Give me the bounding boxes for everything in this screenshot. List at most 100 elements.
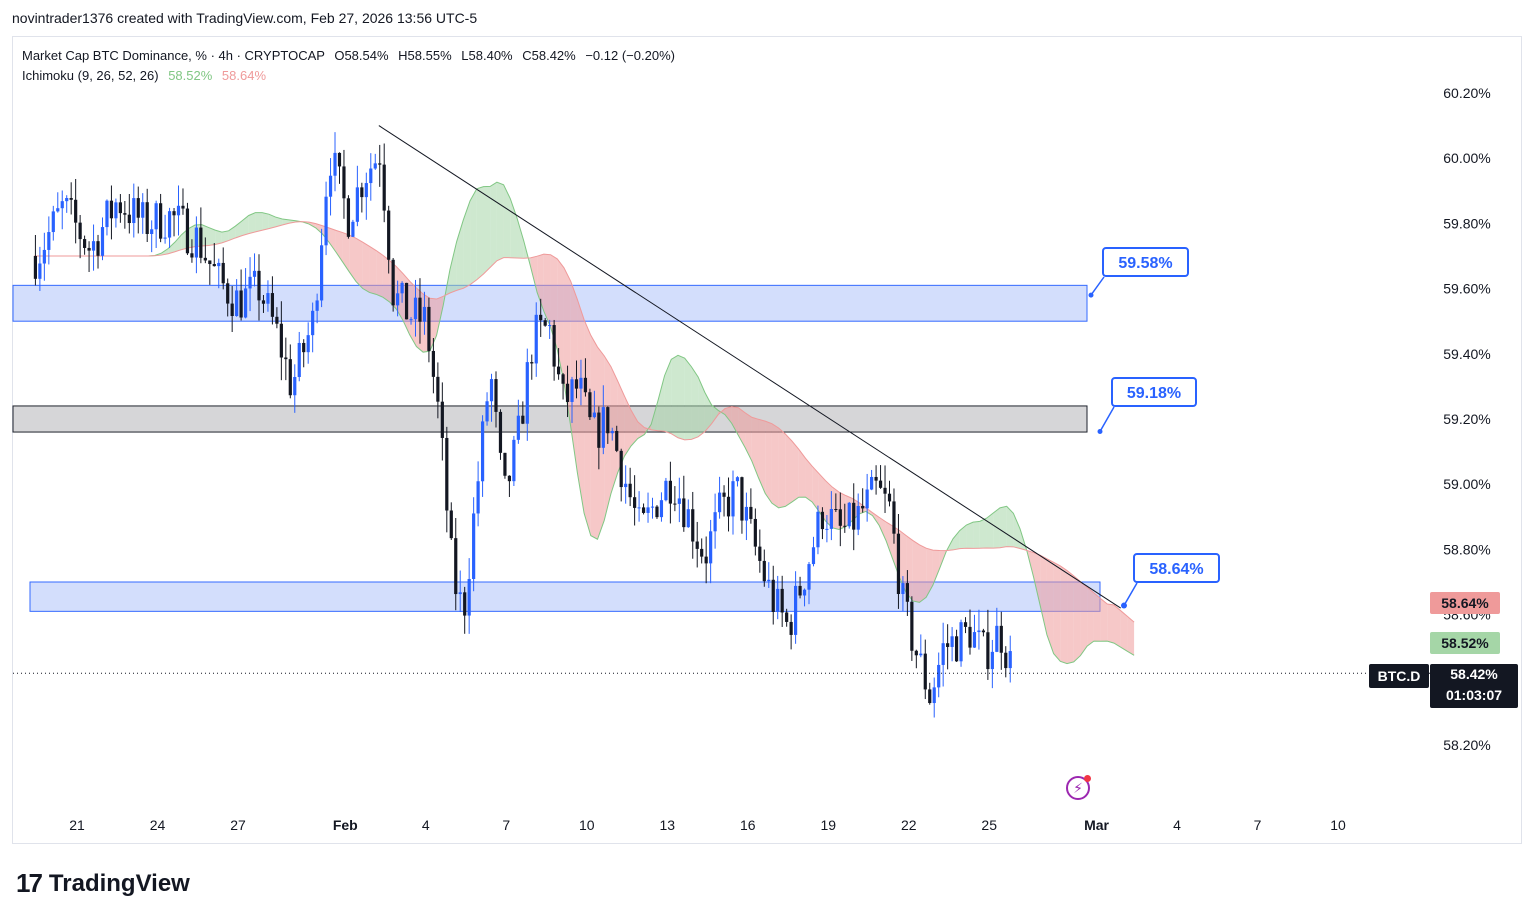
cloud-bearish-segment	[1033, 552, 1041, 606]
candle-bearish	[449, 510, 453, 539]
callout-upper-zone[interactable]: 59.58%	[1102, 247, 1189, 277]
candle-bullish	[570, 379, 574, 402]
candle-bullish	[709, 531, 713, 564]
candle-bearish	[923, 653, 927, 690]
candle-bearish	[185, 208, 190, 254]
candle-bearish	[159, 203, 163, 239]
candle-bullish	[266, 293, 270, 304]
cloud-bullish-segment	[208, 227, 216, 246]
cloud-bearish-segment	[926, 548, 933, 598]
cloud-bearish-segment	[899, 530, 907, 593]
candle-bearish	[753, 518, 757, 547]
legend-title: Market Cap BTC Dominance, % · 4h · CRYPT…	[22, 48, 325, 63]
candle-bullish	[489, 379, 494, 402]
candle-bearish	[145, 202, 149, 234]
candle-bearish	[668, 480, 672, 504]
candle-bullish	[856, 505, 860, 530]
cloud-bearish-segment	[731, 406, 739, 436]
candle-bullish	[744, 506, 749, 521]
candle-bullish	[467, 578, 471, 616]
candle-bearish	[261, 300, 266, 304]
candle-bullish	[480, 421, 485, 482]
cloud-bearish-segment	[1053, 562, 1061, 662]
candle-bearish	[861, 505, 865, 509]
candle-bearish	[136, 198, 140, 218]
candle-bullish	[194, 227, 198, 258]
candle-bullish	[990, 651, 994, 670]
candle-bearish	[780, 588, 784, 613]
candle-bullish	[65, 198, 69, 202]
candle-bullish	[400, 282, 404, 294]
candle-bearish	[615, 430, 619, 451]
candle-bullish	[355, 187, 359, 222]
candle-bearish	[418, 297, 422, 322]
candle-bearish	[74, 199, 78, 223]
candle-bearish	[798, 585, 802, 596]
legend-open: O58.54%	[334, 48, 389, 63]
cloud-bullish-segment	[496, 182, 504, 261]
candle-bearish	[914, 650, 918, 656]
candle-bearish	[673, 503, 677, 505]
chart-frame[interactable]	[12, 36, 1522, 844]
cloud-bearish-segment	[362, 242, 370, 293]
cloud-bullish-segment	[657, 375, 665, 432]
candle-bullish	[167, 211, 172, 238]
candle-bullish	[163, 237, 167, 239]
candle-bullish	[369, 168, 373, 184]
alert-bolt-icon[interactable]: ⚡	[1066, 775, 1091, 800]
cloud-bearish-segment	[818, 473, 826, 522]
legend-change: −0.12 (−0.20%)	[585, 48, 675, 63]
candle-bullish	[650, 506, 655, 508]
cloud-bullish-segment	[168, 242, 175, 254]
x-tick-label: 22	[901, 817, 917, 833]
candle-bullish	[677, 498, 681, 504]
cloud-bearish-segment	[617, 380, 625, 473]
symbol-badge: BTC.D	[1369, 664, 1429, 688]
callout-lower-zone[interactable]: 58.64%	[1133, 553, 1220, 583]
candle-bullish	[937, 664, 941, 688]
candle-bearish	[762, 560, 766, 582]
candle-bearish	[785, 612, 789, 622]
cloud-bearish-segment	[932, 550, 940, 586]
trendline[interactable]	[378, 125, 1121, 609]
candle-bearish	[883, 487, 887, 494]
candle-bullish	[235, 290, 239, 317]
cloud-bullish-segment	[463, 200, 471, 289]
cloud-bearish-segment	[315, 223, 323, 235]
candle-bullish	[793, 585, 798, 635]
y-tick-label: 59.80%	[1443, 215, 1490, 231]
candle-bearish	[561, 374, 565, 384]
cloud-bearish-segment	[577, 299, 585, 514]
candle-bullish	[47, 232, 51, 250]
candle-bearish	[588, 392, 592, 418]
candle-bearish	[834, 509, 838, 511]
candle-bearish	[740, 477, 744, 521]
cloud-bullish-segment	[973, 521, 980, 549]
cloud-bullish-segment	[268, 214, 276, 229]
indicator-name[interactable]: Ichimoku (9, 26, 52, 26)	[22, 68, 159, 83]
indicator-value-b: 58.64%	[221, 68, 267, 83]
candle-bearish	[275, 316, 279, 324]
cloud-bearish-segment	[1100, 598, 1108, 642]
tradingview-logo[interactable]: 17 TradingView	[16, 868, 190, 899]
candle-bearish	[838, 509, 842, 526]
candle-bullish	[324, 196, 328, 246]
cloud-bearish-segment	[1113, 604, 1121, 648]
candle-bearish	[181, 205, 185, 209]
candle-bearish	[212, 264, 216, 267]
candle-bearish	[123, 213, 127, 215]
lower-zone[interactable]	[29, 581, 1101, 612]
candle-bullish	[901, 583, 905, 595]
candle-bullish	[413, 297, 418, 320]
candle-bullish	[100, 227, 105, 256]
candle-bullish	[919, 653, 923, 656]
candle-bullish	[320, 245, 324, 301]
cloud-bearish-segment	[409, 281, 417, 347]
candle-bearish	[199, 227, 203, 258]
cloud-bearish-segment	[792, 441, 799, 502]
callout-middle-zone[interactable]: 59.18%	[1111, 377, 1197, 407]
y-tick-label: 60.20%	[1443, 85, 1490, 101]
candle-bearish	[440, 401, 444, 438]
middle-zone[interactable]	[12, 405, 1088, 433]
